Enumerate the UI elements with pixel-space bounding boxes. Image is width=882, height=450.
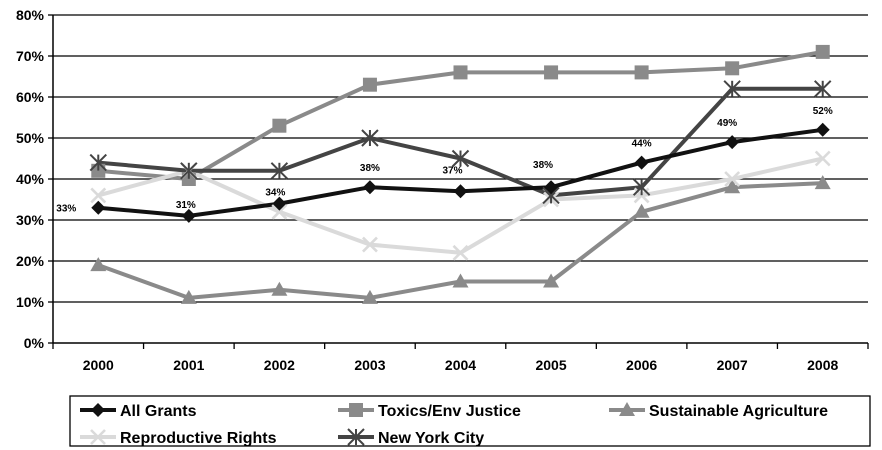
data-label: 31%	[176, 200, 196, 211]
marker-all-grants	[453, 184, 468, 199]
y-tick-label: 0%	[24, 335, 45, 351]
marker-sustainable-agriculture	[271, 281, 288, 296]
y-tick-label: 40%	[16, 171, 45, 187]
legend-label-toxics-env-justice: Toxics/Env Justice	[378, 403, 521, 420]
y-tick-label: 50%	[16, 130, 45, 146]
marker-reproductive-rights	[90, 187, 107, 204]
y-tick-label: 10%	[16, 294, 45, 310]
marker-reproductive-rights	[814, 150, 831, 167]
series-markers	[89, 44, 832, 304]
data-label: 37%	[442, 165, 462, 176]
marker-new-york-city	[270, 162, 289, 180]
marker-reproductive-rights	[271, 203, 288, 220]
marker-new-york-city	[451, 149, 470, 168]
marker-new-york-city	[632, 178, 651, 196]
data-label: 33%	[56, 204, 76, 215]
y-tick-label: 70%	[16, 48, 45, 64]
x-tick-label: 2003	[354, 357, 385, 373]
marker-reproductive-rights	[452, 244, 469, 261]
x-tick-label: 2001	[173, 357, 204, 373]
marker-toxics-env-justice	[272, 118, 287, 133]
y-axis-tick-labels: 0% 10% 20% 30% 40% 50% 60% 70% 80%	[16, 7, 45, 351]
marker-new-york-city	[723, 80, 741, 98]
marker-stroke	[271, 203, 288, 220]
marker-all-grants	[272, 196, 287, 211]
marker-toxics-env-justice	[725, 61, 740, 76]
marker-toxics-env-justice	[815, 44, 830, 59]
legend-marker-sustainable-agriculture	[619, 402, 635, 416]
axes	[48, 14, 869, 349]
marker-all-grants	[544, 180, 559, 195]
marker-sustainable-agriculture	[452, 273, 469, 288]
data-label: 44%	[632, 139, 652, 150]
x-tick-label: 2002	[264, 357, 295, 373]
y-tick-label: 60%	[16, 89, 45, 105]
marker-stroke	[90, 187, 107, 204]
marker-toxics-env-justice	[634, 65, 649, 80]
marker-sustainable-agriculture	[361, 289, 378, 304]
x-tick-label: 2006	[626, 357, 657, 373]
marker-sustainable-agriculture	[543, 273, 560, 288]
marker-toxics-env-justice	[453, 65, 468, 80]
data-label: 34%	[265, 188, 285, 199]
legend-box	[69, 395, 871, 447]
legend-label-sustainable-agriculture: Sustainable Agriculture	[649, 403, 828, 420]
marker-all-grants	[362, 180, 377, 195]
marker-reproductive-rights	[724, 171, 741, 187]
y-tick-label: 30%	[16, 212, 45, 228]
marker-sustainable-agriculture	[724, 179, 741, 194]
marker-toxics-env-justice	[362, 77, 377, 92]
legend: All Grants Toxics/Env Justice Sustainable …	[69, 395, 871, 447]
marker-all-grants	[181, 208, 196, 223]
marker-stroke	[452, 244, 469, 261]
marker-reproductive-rights	[362, 236, 378, 253]
marker-stroke	[90, 429, 106, 445]
marker-sustainable-agriculture	[180, 289, 197, 304]
marker-all-grants	[634, 155, 649, 170]
x-tick-label: 2004	[445, 357, 476, 373]
legend-label-reproductive-rights: Reproductive Rights	[120, 430, 277, 447]
legend-label-all-grants: All Grants	[120, 403, 197, 420]
marker-sustainable-agriculture	[814, 175, 831, 190]
x-axis-tick-labels: 2000 2001 2002 2003 2004 2005 2006 2007 2008	[83, 357, 839, 373]
marker-new-york-city	[814, 80, 832, 98]
legend-marker-new-york-city	[347, 428, 365, 446]
data-label: 52%	[813, 106, 833, 117]
marker-sustainable-agriculture	[633, 203, 650, 218]
data-label: 38%	[360, 163, 380, 174]
marker-new-york-city	[180, 162, 198, 180]
marker-new-york-city	[361, 129, 379, 147]
legend-marker-reproductive-rights	[90, 429, 106, 445]
marker-all-grants	[91, 200, 106, 215]
marker-toxics-env-justice	[544, 65, 559, 80]
data-label: 49%	[717, 118, 737, 129]
x-tick-label: 2007	[717, 357, 748, 373]
y-tick-label: 80%	[16, 7, 45, 23]
legend-marker-toxics-env-justice	[349, 403, 363, 417]
legend-label-new-york-city: New York City	[378, 430, 484, 447]
x-tick-label: 2005	[535, 357, 566, 373]
marker-stroke	[724, 171, 741, 187]
marker-stroke	[814, 150, 831, 167]
data-label: 38%	[533, 160, 553, 171]
x-tick-label: 2000	[83, 357, 114, 373]
x-tick-label: 2008	[807, 357, 838, 373]
marker-sustainable-agriculture	[90, 257, 107, 272]
marker-all-grants	[815, 122, 830, 137]
marker-stroke	[362, 236, 378, 253]
legend-marker-all-grants	[91, 403, 105, 417]
marker-all-grants	[725, 135, 740, 150]
marker-new-york-city	[89, 153, 107, 172]
data-labels: 33% 31% 34% 38% 37% 38% 44% 49% 52%	[56, 106, 833, 215]
y-tick-label: 20%	[16, 253, 45, 269]
